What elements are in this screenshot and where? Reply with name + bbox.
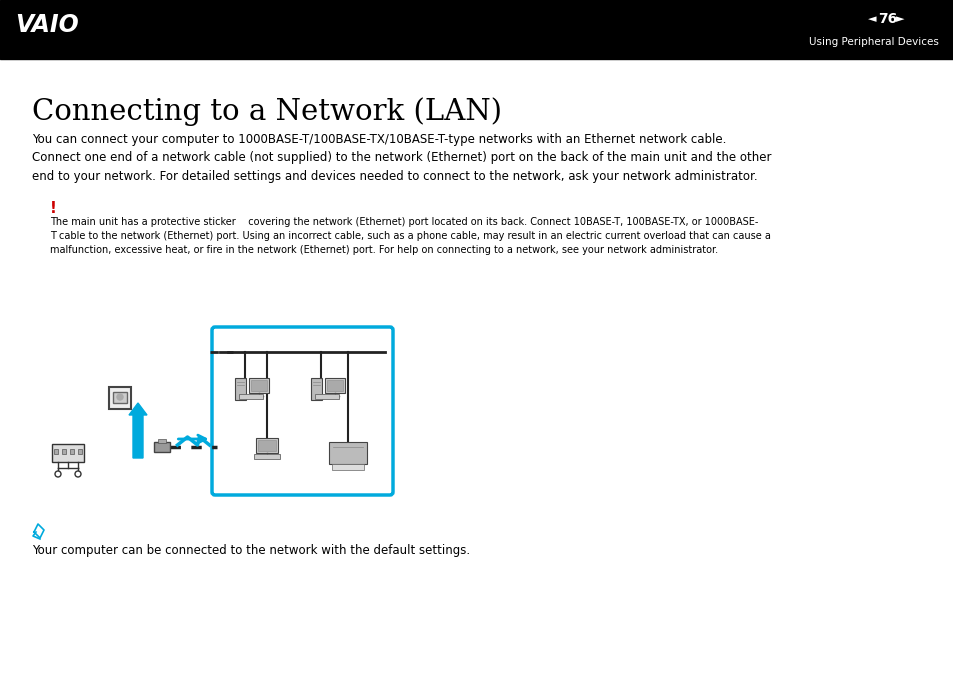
Bar [158, 439, 166, 443]
Bar [153, 442, 170, 452]
Bar [249, 378, 269, 393]
Text: VAIO: VAIO [15, 13, 79, 37]
Bar [109, 387, 131, 409]
Bar [239, 394, 263, 399]
Bar [327, 380, 343, 391]
Bar [235, 378, 246, 400]
Circle shape [117, 394, 123, 400]
Circle shape [55, 471, 61, 477]
Circle shape [75, 471, 81, 477]
Bar [0, 0, 953, 59]
Bar [78, 449, 82, 454]
Text: Using Peripheral Devices: Using Peripheral Devices [808, 38, 938, 47]
Bar [52, 444, 84, 462]
Bar [253, 454, 280, 459]
Bar [314, 394, 338, 399]
Bar [312, 378, 322, 400]
FancyBboxPatch shape [212, 327, 393, 495]
Bar [70, 449, 74, 454]
Text: ◄: ◄ [867, 14, 876, 24]
Text: The main unit has a protective sticker    covering the network (Ethernet) port l: The main unit has a protective sticker c… [50, 217, 770, 255]
Bar [257, 440, 275, 451]
Bar [329, 442, 367, 464]
Bar [255, 438, 277, 453]
Text: You can connect your computer to 1000BASE-T/100BASE-TX/10BASE-T-type networks wi: You can connect your computer to 1000BAS… [32, 133, 771, 183]
Bar [62, 449, 66, 454]
Text: ►: ► [895, 14, 903, 24]
Bar [54, 449, 58, 454]
FancyArrow shape [129, 403, 147, 458]
Text: Your computer can be connected to the network with the default settings.: Your computer can be connected to the ne… [32, 544, 470, 557]
Text: !: ! [50, 201, 57, 216]
Text: 76: 76 [877, 12, 897, 26]
Bar [332, 464, 364, 470]
Bar [112, 392, 127, 403]
Bar [325, 378, 345, 393]
Bar [251, 380, 267, 391]
Text: Connecting to a Network (LAN): Connecting to a Network (LAN) [32, 97, 501, 126]
